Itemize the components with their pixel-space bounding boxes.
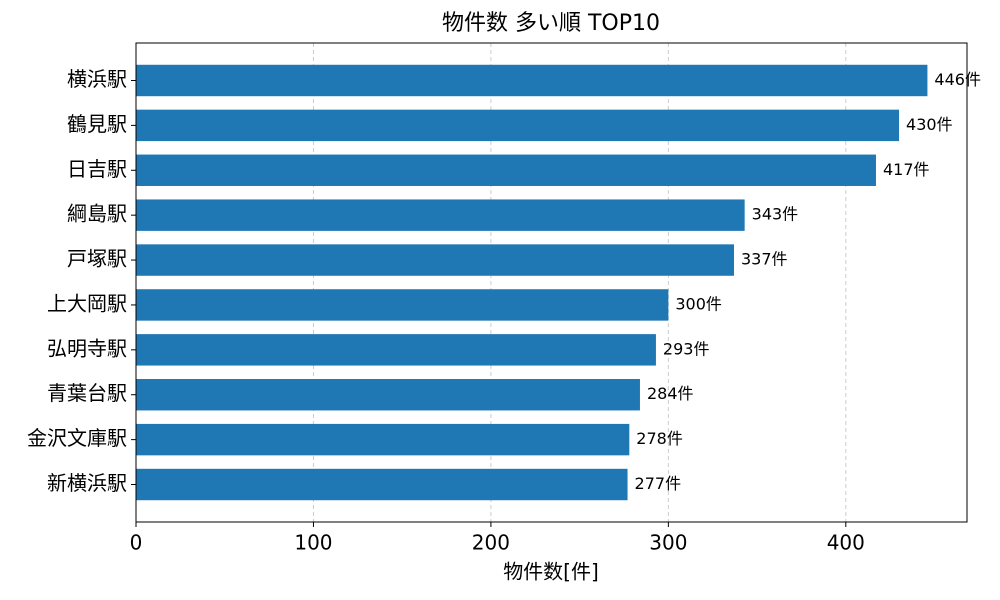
x-tick-label: 300	[649, 531, 687, 555]
bar	[136, 199, 745, 231]
bar	[136, 64, 928, 97]
value-label: 446件	[934, 70, 981, 89]
value-label: 293件	[663, 339, 710, 358]
y-tick-label: 弘明寺駅	[47, 336, 127, 360]
value-label: 337件	[741, 250, 788, 269]
y-tick-label: 青葉台駅	[47, 381, 127, 405]
y-tick-label: 戸塚駅	[67, 247, 127, 271]
bar	[136, 109, 900, 142]
y-tick-label: 綱島駅	[67, 202, 127, 226]
y-tick-label: 鶴見駅	[67, 112, 127, 136]
bar	[136, 423, 630, 456]
bar	[136, 334, 656, 366]
value-label: 284件	[647, 384, 694, 403]
value-label: 343件	[752, 205, 799, 224]
y-tick-label: 新横浜駅	[47, 471, 127, 495]
x-tick-label: 200	[472, 531, 510, 555]
value-label: 277件	[635, 474, 682, 493]
bar	[136, 289, 669, 321]
plot-frame	[135, 42, 968, 523]
x-tick-label: 400	[827, 531, 865, 555]
bar	[136, 154, 876, 186]
x-tick-label: 100	[294, 531, 332, 555]
y-tick-label: 上大岡駅	[47, 291, 127, 315]
bar	[136, 468, 628, 501]
y-tick-label: 横浜駅	[67, 67, 127, 91]
x-tick-label: 0	[130, 531, 143, 555]
value-label: 417件	[883, 160, 930, 179]
y-tick-label: 金沢文庫駅	[27, 426, 127, 450]
x-axis-label: 物件数[件]	[503, 560, 599, 584]
chart-title: 物件数 多い順 TOP10	[442, 11, 660, 36]
bar	[136, 244, 735, 276]
bar	[136, 379, 640, 411]
value-label: 430件	[906, 115, 953, 134]
value-label: 278件	[636, 429, 683, 448]
value-label: 300件	[675, 294, 722, 313]
y-tick-label: 日吉駅	[67, 157, 127, 181]
